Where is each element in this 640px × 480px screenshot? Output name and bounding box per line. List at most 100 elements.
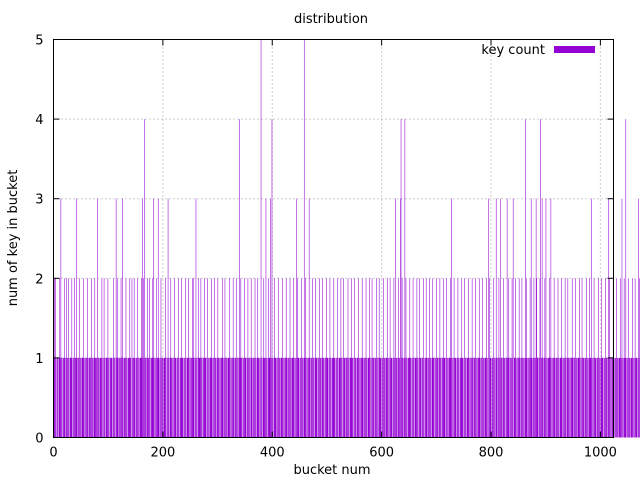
- bar: [91, 357, 93, 438]
- bar: [549, 357, 551, 438]
- bar: [164, 357, 166, 438]
- bar: [375, 357, 376, 438]
- bar: [315, 278, 316, 438]
- bar: [493, 357, 495, 438]
- bar: [606, 357, 607, 438]
- bar: [293, 357, 295, 438]
- bar: [60, 198, 62, 438]
- bar: [217, 357, 218, 438]
- bar: [472, 357, 474, 438]
- bar: [200, 278, 202, 438]
- bar: [257, 278, 259, 438]
- bar: [118, 357, 119, 438]
- bar: [422, 357, 424, 438]
- bar: [318, 357, 320, 438]
- bar: [290, 357, 291, 438]
- bar: [227, 357, 228, 438]
- bar: [308, 198, 310, 438]
- bar: [589, 278, 590, 438]
- bar: [449, 357, 450, 438]
- bar: [337, 278, 338, 438]
- bar: [196, 357, 197, 438]
- bar: [314, 357, 316, 438]
- bar: [119, 357, 120, 438]
- bar: [561, 357, 563, 438]
- bar: [402, 357, 403, 438]
- bar: [399, 357, 401, 438]
- bar: [236, 278, 237, 438]
- bar: [638, 357, 640, 438]
- bar: [608, 198, 609, 438]
- bar: [95, 357, 96, 438]
- bar: [586, 278, 587, 438]
- bar: [301, 357, 303, 438]
- bar: [467, 357, 469, 438]
- bar: [163, 357, 165, 438]
- bar: [389, 278, 391, 438]
- bar: [122, 198, 123, 438]
- bar: [395, 357, 397, 438]
- bar: [600, 357, 602, 438]
- bar: [111, 357, 113, 438]
- bar: [468, 357, 470, 438]
- bar: [319, 278, 320, 438]
- bar: [182, 357, 183, 438]
- bar: [506, 198, 508, 438]
- bar: [108, 357, 110, 438]
- bar: [325, 357, 327, 438]
- bar: [58, 357, 60, 438]
- bar: [629, 357, 630, 438]
- bar: [587, 357, 588, 438]
- bar: [289, 357, 290, 438]
- bar: [69, 357, 71, 438]
- bar: [126, 357, 127, 438]
- bar: [588, 357, 590, 438]
- bar: [218, 357, 220, 438]
- bar: [190, 357, 192, 438]
- bar: [501, 357, 502, 438]
- bar: [404, 357, 405, 438]
- bar: [156, 278, 157, 438]
- bar: [442, 357, 443, 438]
- bar: [594, 357, 596, 438]
- bar: [255, 357, 257, 438]
- bar: [401, 357, 402, 438]
- bar: [556, 357, 557, 438]
- bar: [66, 357, 68, 438]
- bar: [365, 278, 367, 438]
- bar: [417, 357, 418, 438]
- bar: [470, 357, 472, 438]
- bar: [264, 357, 266, 438]
- bar: [529, 357, 530, 438]
- bar: [379, 357, 381, 438]
- bar: [361, 357, 362, 438]
- bar: [400, 119, 402, 438]
- bar: [144, 119, 145, 438]
- bar: [620, 278, 621, 438]
- bar: [136, 357, 137, 438]
- bar: [424, 357, 426, 438]
- bar: [239, 119, 240, 438]
- bar: [72, 357, 74, 438]
- bar: [311, 357, 312, 438]
- bar: [316, 357, 318, 438]
- bar: [181, 278, 183, 438]
- bar: [525, 119, 526, 438]
- bar: [364, 357, 365, 438]
- bar: [439, 278, 441, 438]
- bar: [596, 357, 598, 438]
- bar: [241, 357, 243, 438]
- bar: [588, 357, 589, 438]
- bar: [465, 357, 466, 438]
- bar: [615, 357, 616, 438]
- bar: [602, 357, 604, 438]
- bar: [336, 357, 337, 438]
- bar: [238, 357, 240, 438]
- bar: [76, 198, 78, 438]
- bar: [420, 357, 421, 438]
- bar: [131, 278, 133, 438]
- bar: [187, 357, 189, 438]
- bar: [174, 278, 175, 438]
- bar: [507, 357, 508, 438]
- bar: [250, 357, 251, 438]
